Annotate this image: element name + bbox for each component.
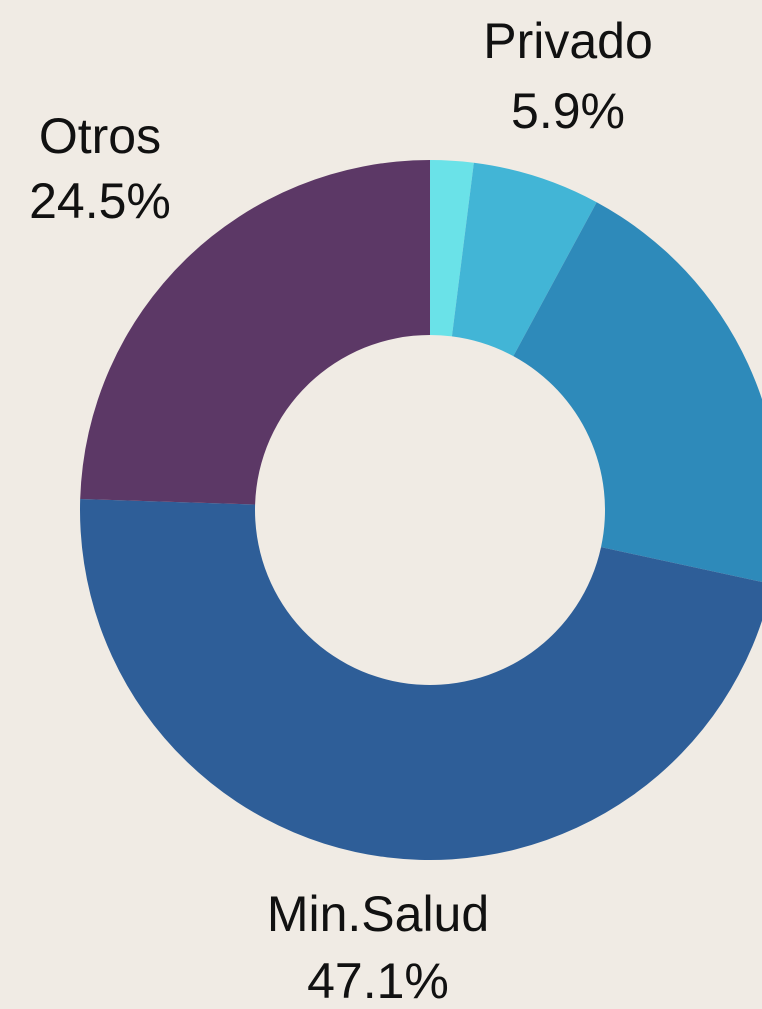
segment-label: Privado (483, 13, 653, 69)
segment-value-label: 5.9% (511, 83, 625, 139)
segment-value-label: 24.5% (29, 173, 171, 229)
donut-segment (513, 202, 762, 583)
segment-value-label: 47.1% (307, 953, 449, 1009)
donut-segment (80, 499, 762, 860)
segment-label: Min.Salud (267, 886, 489, 942)
donut-segment (430, 160, 474, 337)
donut-segment (80, 160, 431, 505)
segment-label: Otros (39, 108, 161, 164)
donut-segment (451, 162, 597, 357)
